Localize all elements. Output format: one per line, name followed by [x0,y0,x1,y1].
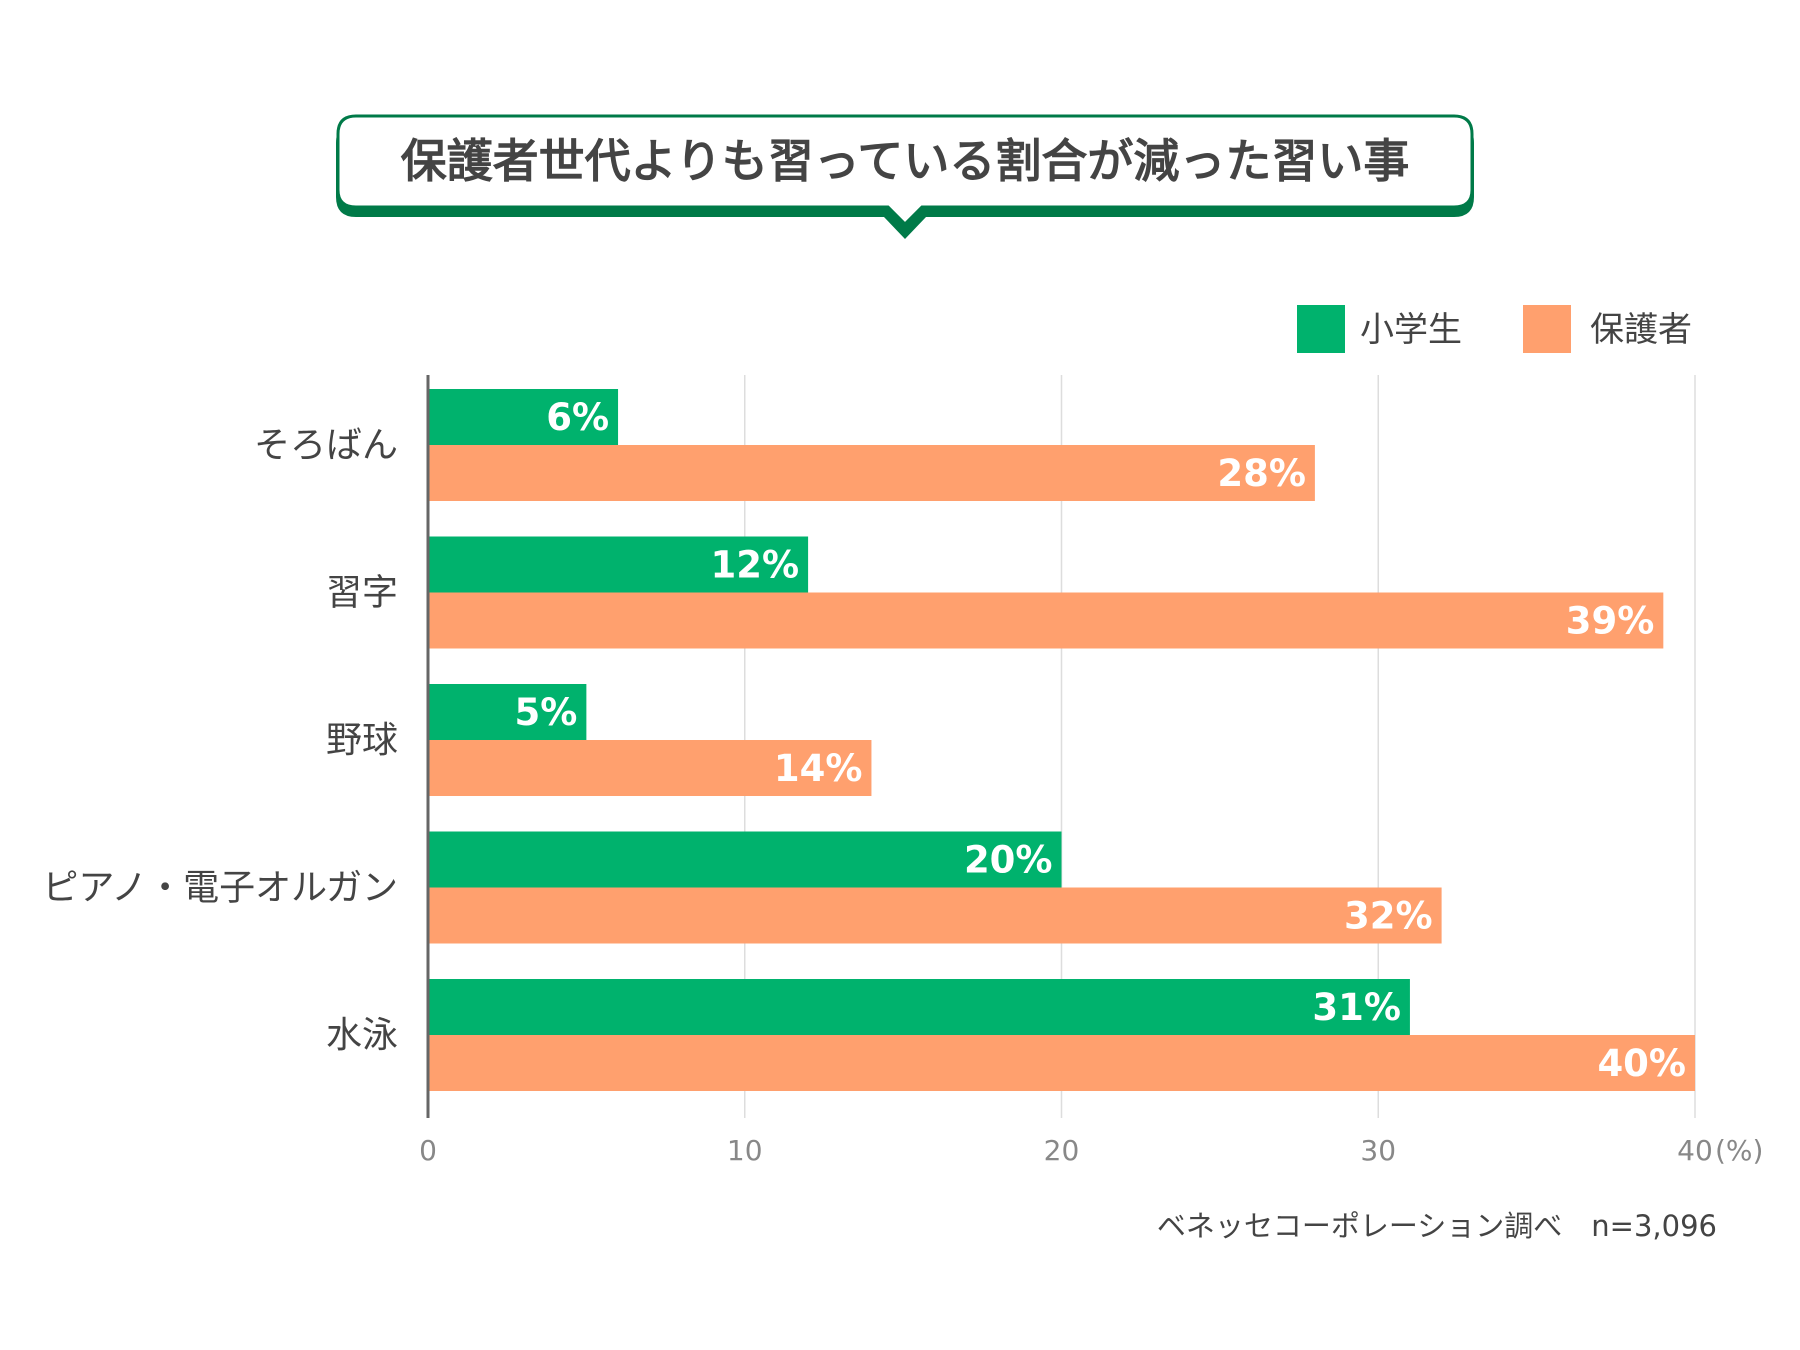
bar-0-series-1 [428,445,1315,501]
bar-value-label-2-series-1: 14% [774,747,863,790]
bar-value-label-1-series-1: 39% [1566,600,1655,643]
category-label-2: 野球 [326,720,398,761]
title-callout-box [336,114,1474,227]
legend: 小学生 保護者 [1297,305,1692,353]
x-tick-label-4: 40 [1677,1134,1713,1167]
x-tick-label-0: 0 [419,1134,437,1167]
x-tick-label-2: 20 [1044,1134,1080,1167]
bar-value-label-1-series-0: 12% [711,544,800,587]
bar-2-series-0 [428,684,587,740]
source-note: ベネッセコーポレーション調べ n=3,096 [1157,1209,1717,1243]
bar-4-series-1 [428,1035,1695,1091]
bar-value-label-2-series-0: 5% [515,691,578,734]
bar-4-series-0 [428,979,1410,1035]
bar-3-series-1 [428,887,1442,944]
category-label-3: ピアノ・電子オルガン [42,868,398,909]
legend-label-series-1: 保護者 [1590,310,1692,350]
bar-value-label-4-series-0: 31% [1312,986,1401,1029]
x-tick-label-1: 10 [727,1134,763,1167]
x-unit-label: (%) [1715,1134,1763,1167]
category-label-4: 水泳 [326,1015,398,1056]
bar-value-label-4-series-1: 40% [1597,1042,1686,1085]
title-callout: 保護者世代よりも習っている割合が減った習い事 [336,114,1474,239]
x-tick-label-3: 30 [1360,1134,1396,1167]
bar-value-label-3-series-1: 32% [1344,895,1433,938]
legend-swatch-series-1 [1523,305,1571,353]
bar-0-series-0 [428,389,619,445]
category-label-1: 習字 [326,573,398,614]
category-label-0: そろばん [254,425,398,466]
bar-1-series-1 [428,592,1664,649]
bar-2-series-1 [428,740,872,796]
legend-label-series-0: 小学生 [1360,310,1462,350]
bar-value-label-0-series-0: 6% [546,396,609,439]
bar-1-series-0 [428,536,809,593]
bars: 6% 28% 12% 39% 5% 14% 20% 32% 31% 40% [428,389,1695,1091]
bar-3-series-0 [428,831,1062,888]
bar-value-label-3-series-0: 20% [964,839,1053,882]
chart-title: 保護者世代よりも習っている割合が減った習い事 [401,134,1410,188]
bar-value-label-0-series-1: 28% [1217,452,1306,495]
legend-swatch-series-0 [1297,305,1345,353]
